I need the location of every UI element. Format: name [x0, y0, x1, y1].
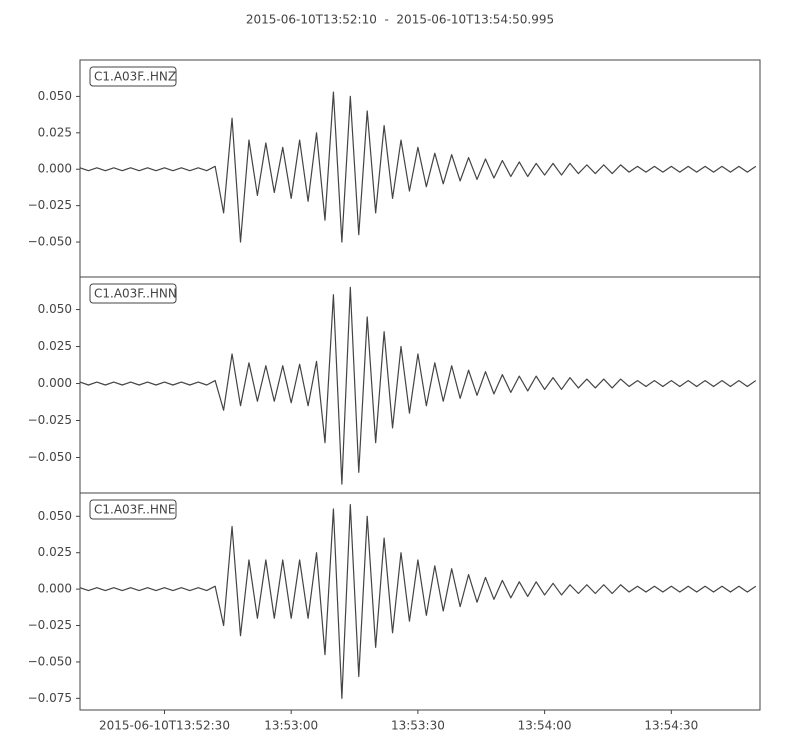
y-tick-label: 0.000: [38, 376, 72, 390]
y-tick-label: −0.025: [28, 618, 72, 632]
y-tick-label: 0.025: [38, 339, 72, 353]
x-tick-label: 13:54:30: [644, 719, 698, 733]
waveform: [79, 286, 757, 485]
panel-frame: [79, 492, 761, 711]
y-tick-label: 0.000: [38, 162, 72, 176]
x-tick-label: 13:53:30: [391, 719, 445, 733]
x-tick-label: 2015-06-10T13:52:30: [99, 719, 230, 733]
y-tick-label: −0.050: [28, 654, 72, 668]
figure-title: 2015-06-10T13:52:10 - 2015-06-10T13:54:5…: [246, 13, 554, 27]
trace-label: C1.A03F..HNN: [94, 287, 177, 301]
trace-label: C1.A03F..HNE: [94, 503, 176, 517]
y-tick-label: 0.050: [38, 302, 72, 316]
panel-frame: [79, 276, 761, 494]
trace-label: C1.A03F..HNZ: [94, 70, 176, 84]
y-tick-label: 0.025: [38, 125, 72, 139]
waveform: [79, 91, 757, 243]
x-tick-label: 13:53:00: [264, 719, 318, 733]
trace-label-box: [89, 283, 177, 304]
waveform: [79, 504, 757, 699]
trace-label-box: [89, 499, 177, 520]
y-tick-label: −0.025: [28, 413, 72, 427]
y-tick-label: 0.025: [38, 545, 72, 559]
x-tick-label: 13:54:00: [518, 719, 572, 733]
y-tick-label: −0.025: [28, 198, 72, 212]
trace-label-box: [89, 66, 177, 87]
y-tick-label: −0.050: [28, 235, 72, 249]
y-tick-label: 0.000: [38, 582, 72, 596]
y-tick-label: 0.050: [38, 509, 72, 523]
y-tick-label: 0.050: [38, 89, 72, 103]
y-tick-label: −0.075: [28, 691, 72, 705]
y-tick-label: −0.050: [28, 450, 72, 464]
